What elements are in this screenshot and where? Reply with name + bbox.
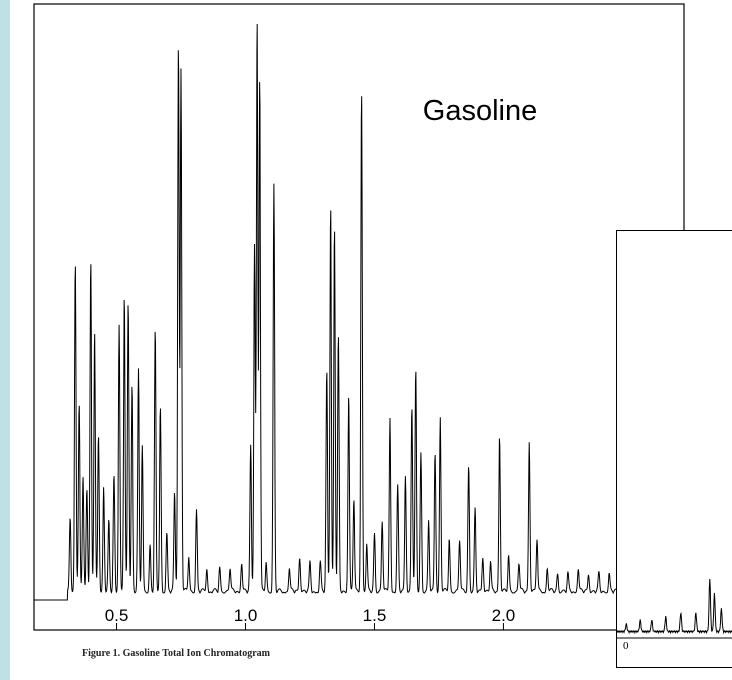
chart-title: Gasoline	[423, 95, 537, 127]
x-tick-label: 2.0	[492, 606, 516, 625]
x-tick-label: 1.5	[363, 606, 387, 625]
inset-chart: 0	[616, 230, 732, 668]
inset-chart-svg	[617, 578, 732, 639]
inset-trace	[617, 578, 732, 635]
inset-tick-label: 0	[623, 640, 629, 652]
x-tick-label: 0.5	[105, 606, 129, 625]
x-tick-label: 1.0	[234, 606, 258, 625]
x-axis-ticks: 0.51.01.52.02.5	[105, 606, 644, 630]
chromatogram-trace	[34, 23, 684, 601]
plot-frame	[33, 3, 685, 631]
chromatogram-chart: 0.51.01.52.02.5 Gasoline	[33, 3, 685, 631]
figure-caption: Figure 1. Gasoline Total Ion Chromatogra…	[82, 648, 270, 659]
figure-page: 0.51.01.52.02.5 Gasoline Figure 1. Gasol…	[10, 0, 732, 680]
